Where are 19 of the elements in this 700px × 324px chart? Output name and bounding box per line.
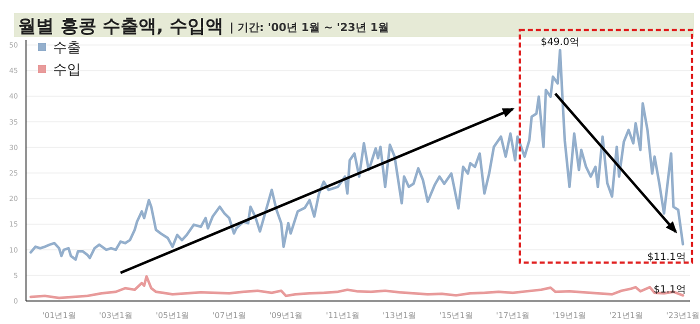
legend-label: 수입	[53, 62, 81, 78]
annotation: $11.1억	[647, 252, 686, 264]
x-tick-label: '17년1월	[496, 311, 530, 320]
x-tick-label: '23년1월	[666, 311, 700, 320]
chart-subtitle: | 기간: '00년 1월 ~ '23년 1월	[230, 21, 389, 34]
x-tick-label: '21년1월	[609, 311, 643, 320]
x-tick-label: '07년1월	[212, 311, 246, 320]
annotation: $1.1억	[654, 284, 686, 296]
x-tick-label: '15년1월	[439, 311, 473, 320]
x-tick-label: '05년1월	[156, 311, 190, 320]
annotation: $49.0억	[540, 37, 580, 48]
x-tick-label: '11년1월	[326, 311, 360, 320]
x-tick-label: '13년1월	[382, 311, 416, 320]
x-tick-label: '09년1월	[269, 311, 303, 320]
x-tick-label: '19년1월	[552, 311, 586, 320]
x-tick-label: '01년1월	[42, 311, 76, 320]
legend-label: 수출	[53, 40, 81, 56]
x-tick-label: '03년1월	[99, 311, 133, 320]
chart-title: 월별 홍콩 수출액, 수입액	[18, 16, 224, 37]
